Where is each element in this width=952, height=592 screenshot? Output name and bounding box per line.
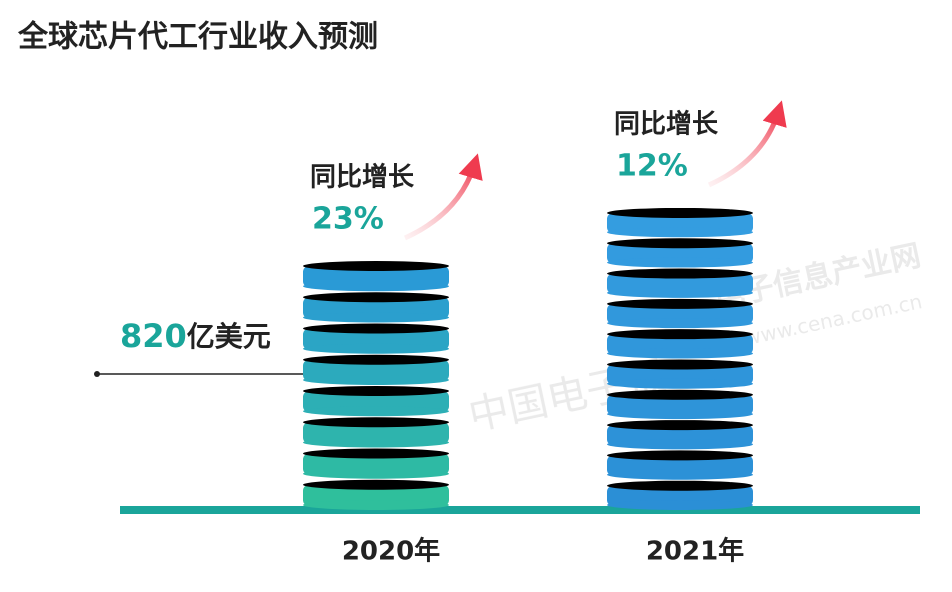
disc-top [607,450,753,461]
disc-top [607,389,753,400]
disc-top [303,479,449,490]
disc-top [303,292,449,303]
x-tick-label: 2020年 [342,536,440,567]
disc [607,389,753,420]
disc-bottom [607,287,753,298]
disc-top [607,207,753,218]
growth-arrow [403,153,483,241]
disc-bottom [607,500,753,510]
disc-bottom [607,257,753,268]
disc-bottom [607,318,753,329]
x-tick-label: 2021年 [646,536,744,567]
disc-top [607,359,753,370]
disc [303,448,449,479]
disc-top [303,323,449,334]
disc [303,386,449,417]
value-label: 820亿美元 [120,317,271,355]
disc-bottom [303,375,449,385]
disc-top [303,354,449,365]
disc-top [303,448,449,459]
disc [607,359,753,389]
disc [303,479,449,510]
disc [607,329,753,359]
disc [303,261,449,292]
disc-top [607,480,753,491]
disc-bottom [607,439,753,450]
disc [607,298,753,329]
disc [607,268,753,298]
disc-top [303,261,449,271]
disc-bottom [303,500,449,510]
disc-bottom [607,378,753,389]
growth-title: 同比增长 [310,162,415,193]
disc-top [303,417,449,428]
growth-label: 23% [312,202,384,237]
disc [607,480,753,510]
disc-top [607,420,753,431]
disc-bottom [607,409,753,420]
disc [303,417,449,448]
disc [607,238,753,268]
disc-bottom [303,343,449,354]
disc-bottom [303,406,449,417]
disc [303,292,449,323]
disc-bottom [303,281,449,292]
disc-top [607,268,753,279]
disc [303,354,449,385]
disc [303,323,449,354]
growth-title: 同比增长 [614,108,719,139]
disc [607,450,753,480]
disc-bottom [607,469,753,480]
chart-title: 全球芯片代工行业收入预测 [17,20,378,55]
growth-arrow [707,100,787,188]
disc-bottom [303,468,449,479]
disc-top [607,298,753,309]
disc-bottom [607,227,753,238]
disc [607,207,753,238]
disc [607,420,753,450]
baseline [120,506,920,514]
disc-top [303,386,449,396]
disc-bottom [303,312,449,323]
disc-top [607,329,753,340]
disc-top [607,238,753,249]
disc-bottom [303,437,449,448]
disc-bottom [607,348,753,359]
growth-label: 12% [616,148,688,183]
